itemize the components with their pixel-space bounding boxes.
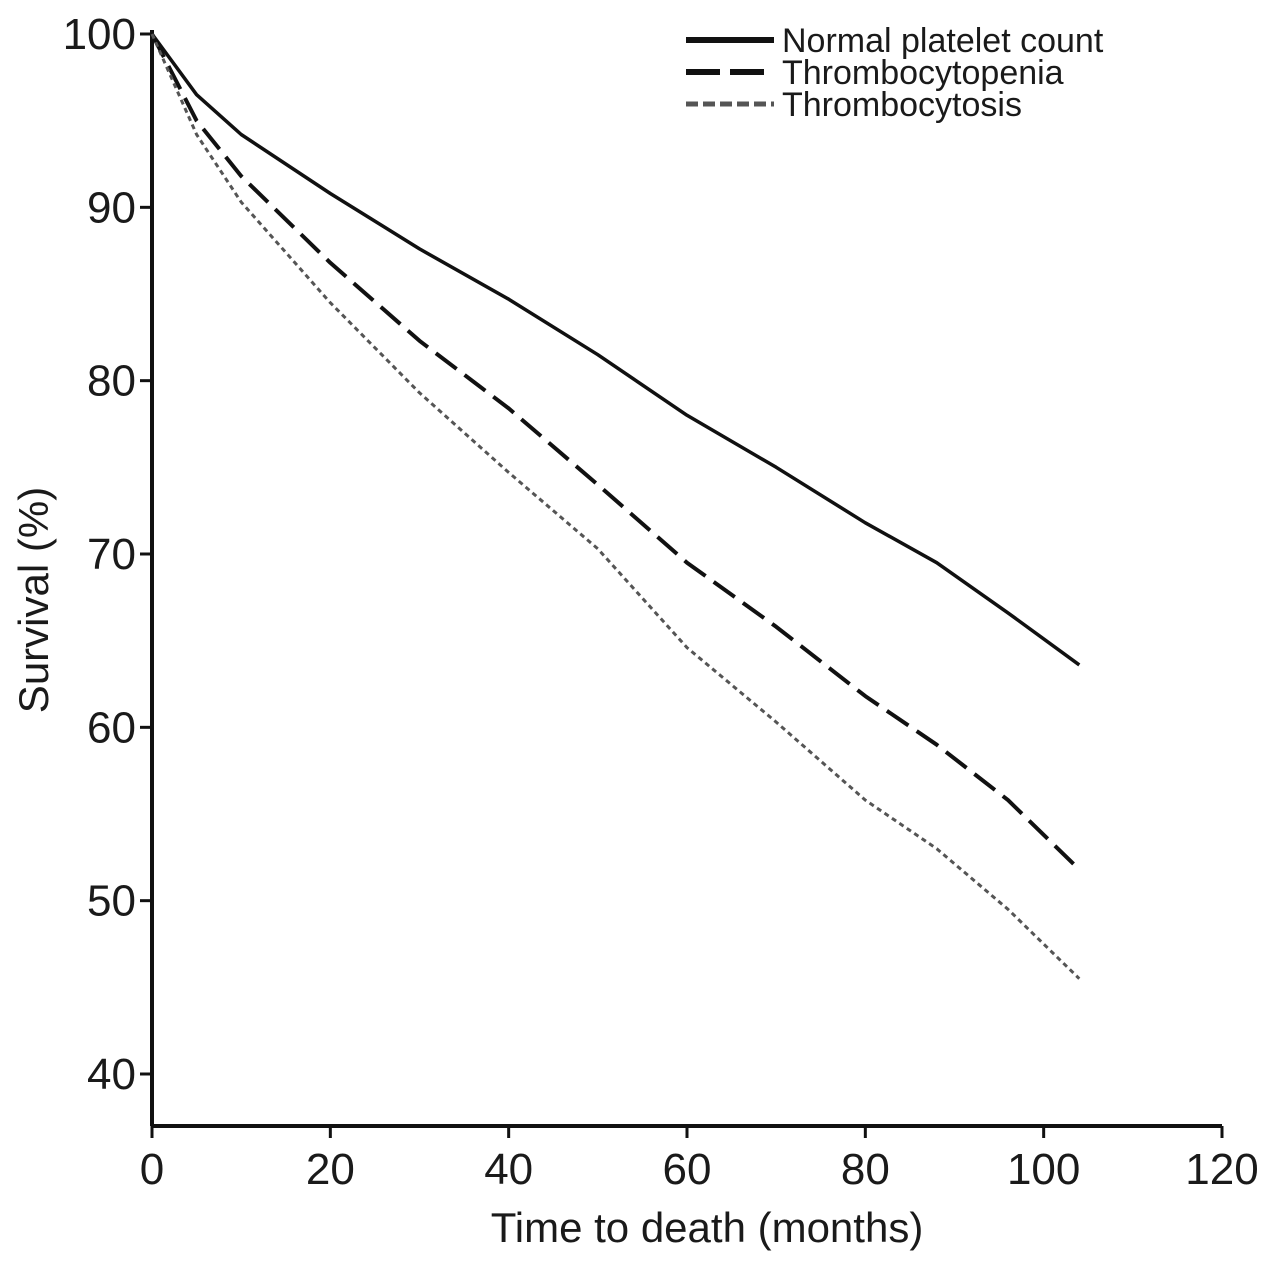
x-tick-label: 100 [1007,1145,1080,1194]
legend-label-2: Thrombocytopenia [782,54,1064,92]
x-tick-label: 40 [484,1145,533,1194]
x-tick-label: 60 [663,1145,712,1194]
y-tick-label: 60 [87,703,136,752]
x-tick-label: 80 [841,1145,890,1194]
y-tick-label: 80 [87,357,136,406]
legend-label-1: Normal platelet count [782,22,1104,60]
y-axis-title: Survival (%) [10,487,57,713]
series-line-1 [150,32,1081,667]
x-tick-label: 0 [140,1145,164,1194]
y-tick-label: 100 [63,10,136,59]
series-line-2 [150,33,1081,871]
y-tick-label: 90 [87,183,136,232]
legend: Normal platelet countThrombocytopeniaThr… [686,22,1104,124]
y-tick-label: 40 [87,1050,136,1099]
y-tick-label: 70 [87,530,136,579]
series [150,32,1081,980]
x-tick-label: 120 [1185,1145,1258,1194]
legend-label-3: Thrombocytosis [782,86,1022,124]
y-tick-label: 50 [87,877,136,926]
ticks: 40 50 60 70 80 90 100 0 20 40 60 80 100 120 [63,10,1259,1194]
series-line-3 [150,33,1081,980]
x-axis-title: Time to death (months) [491,1204,924,1251]
axes [150,30,1222,1128]
x-tick-label: 20 [306,1145,355,1194]
